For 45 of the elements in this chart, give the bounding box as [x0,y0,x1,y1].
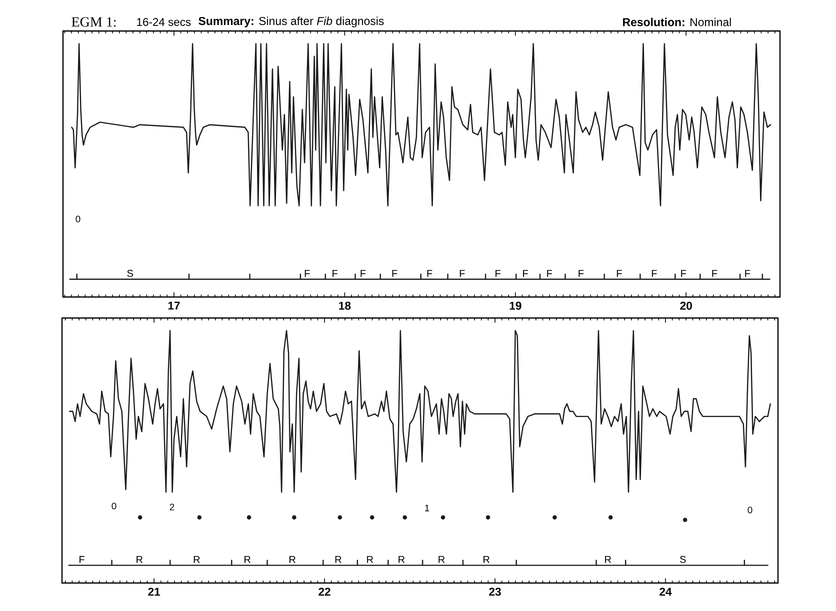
annotation: F [427,270,432,277]
annotation: R [398,556,405,563]
text: Resolution: Nominal [623,18,731,26]
annotation: R [367,556,374,563]
annotation: F [523,270,528,277]
annotation: F [304,270,310,277]
x-tick-label: 19 [510,302,522,310]
x-tick-label: 23 [489,588,501,596]
annotation: F [460,270,465,277]
annotation: 1 [425,504,430,512]
annotation: 0 [76,216,80,222]
annotation: F [712,270,718,277]
chart-subtitle: 16-24 secs [137,18,191,26]
x-tick-label: 24 [660,588,672,596]
annotation: F [652,270,657,277]
annotation: R [244,556,250,563]
annotation: R [605,556,612,563]
annotation: R [335,556,342,563]
annotation: S [680,556,686,563]
annotation: 0 [748,506,752,514]
annotation: S [127,270,133,277]
annotation: F [745,270,750,277]
x-tick-label: 22 [318,588,330,596]
chart-title: EGM 1: [72,17,116,27]
x-tick-label: 18 [339,302,351,310]
annotation: F [360,270,366,277]
annotation: F [332,270,338,277]
x-tick-label: 17 [168,302,180,310]
x-tick-label: 20 [680,302,692,310]
annotation: F [496,270,500,277]
text: Summary: Sinus after Fib diagnosis [198,16,384,28]
annotation: F [80,556,84,563]
annotation: R [484,556,490,563]
annotation: R [194,556,200,563]
annotation: F [578,270,584,277]
annotation: F [681,270,686,277]
annotation: F [392,270,398,277]
annotation: R [290,556,296,563]
annotation: R [438,556,445,563]
annotation: F [616,270,622,277]
x-tick-label: 21 [148,588,160,596]
annotation: F [547,270,552,277]
annotation: R [136,556,143,563]
annotation: 0 [112,502,116,510]
annotation: 2 [170,504,174,510]
